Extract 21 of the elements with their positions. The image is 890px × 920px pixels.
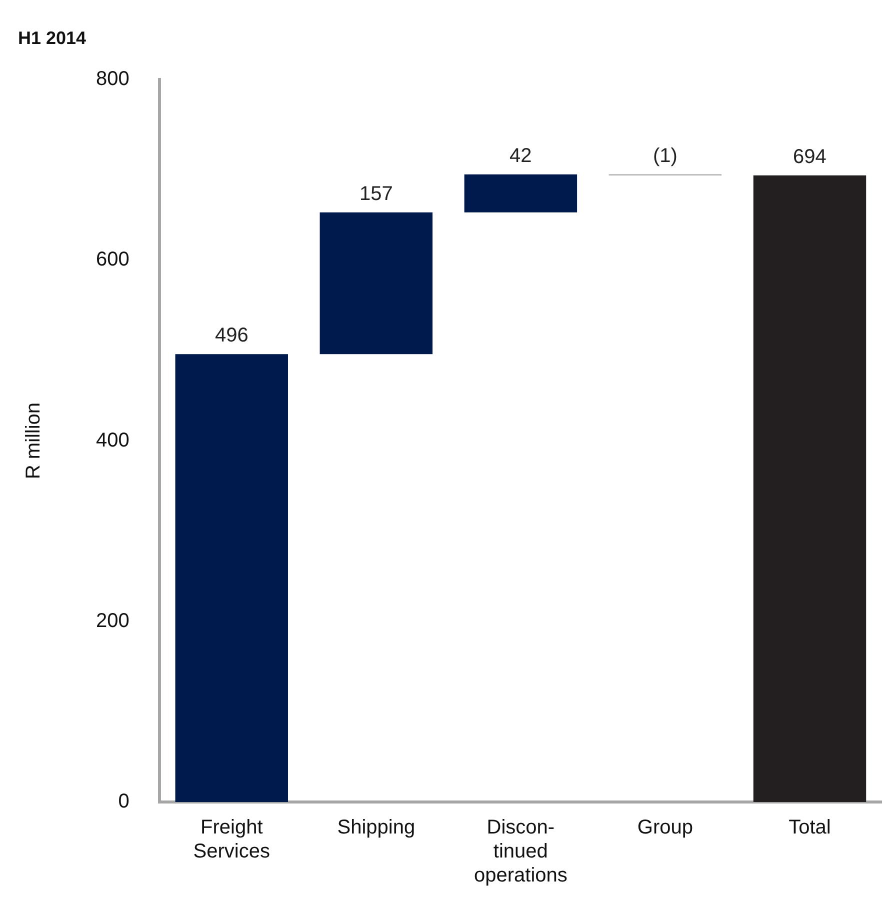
y-tick-label: 200 [96,610,130,632]
data-label: 694 [793,146,826,168]
x-tick-label: Freight Services [193,816,270,863]
data-label: 157 [359,182,393,205]
bar [320,212,433,354]
bar [753,175,866,802]
x-tick-label: Total [788,816,831,839]
data-label: (1) [652,144,678,167]
y-tick-label: 400 [96,429,130,452]
data-label: 496 [214,324,248,347]
bar [464,174,578,212]
chart-title: H1 2014 [18,28,86,48]
y-axis-title: R million [22,402,45,480]
y-tick-label: 600 [96,248,130,271]
y-tick-label: 800 [96,68,130,90]
data-label: 42 [510,144,532,167]
bar [175,354,288,802]
x-tick-label: Discon-tinued operations [474,816,568,887]
x-tick-label: Group [637,816,694,839]
x-tick-label: Shipping [337,816,416,839]
y-tick-label: 0 [118,790,130,813]
